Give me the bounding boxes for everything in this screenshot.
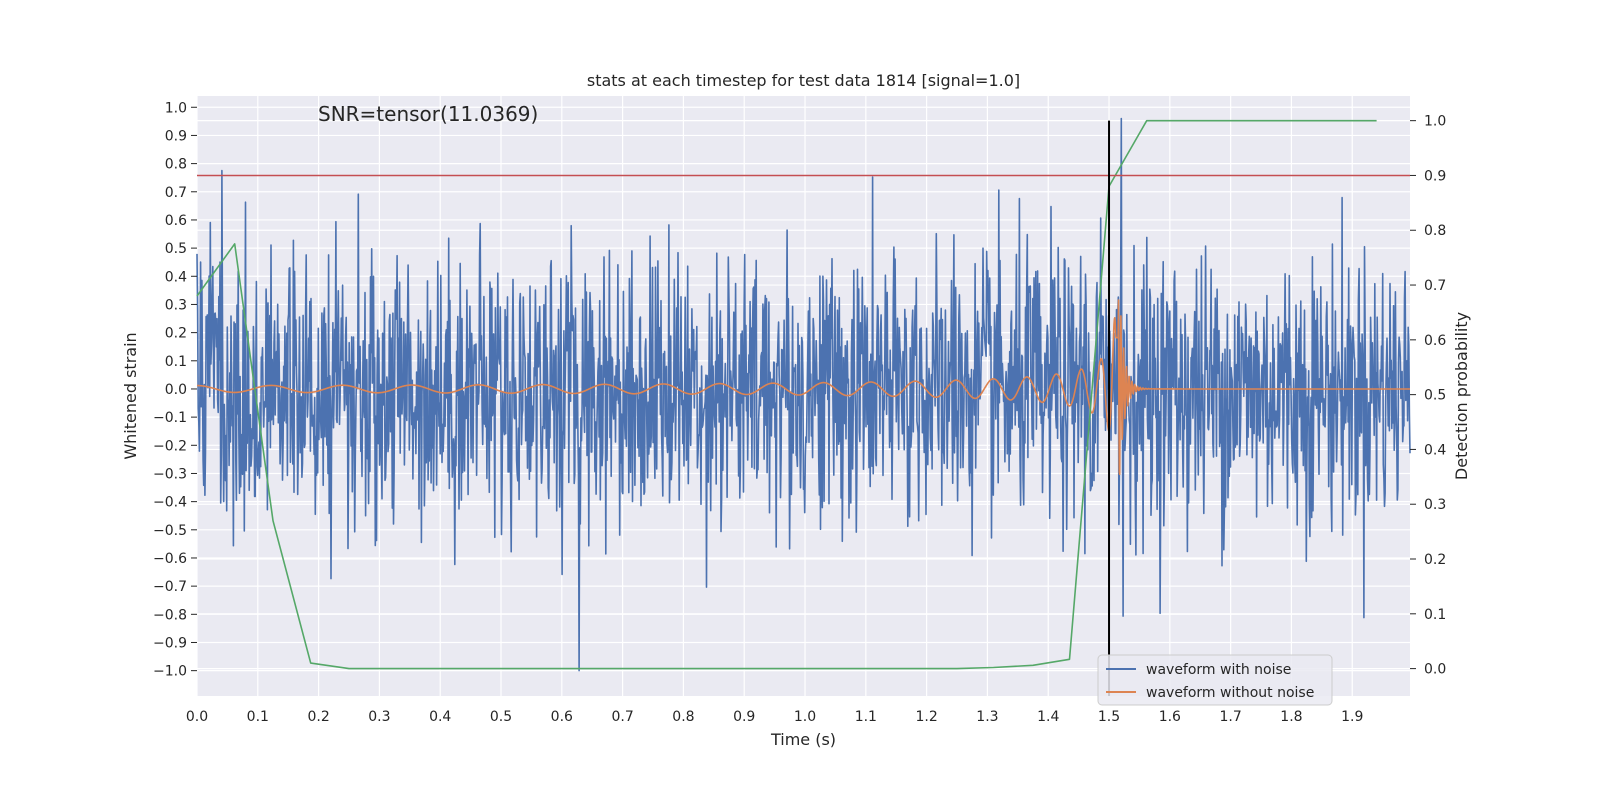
legend-label-noise: waveform with noise: [1146, 662, 1291, 678]
y2-tick-label: 0.7: [1424, 278, 1446, 294]
y2-tick-label: 0.3: [1424, 497, 1446, 513]
y-tick-label: −0.4: [153, 495, 187, 511]
snr-annotation: SNR=tensor(11.0369): [318, 102, 538, 126]
x-tick-label: 0.4: [429, 709, 451, 725]
y-axis-label: Whitened strain: [121, 332, 140, 459]
y-tick-label: −0.2: [153, 438, 187, 454]
y2-tick-label: 0.2: [1424, 552, 1446, 568]
y2-tick-label: 0.8: [1424, 223, 1446, 239]
x-tick-label: 1.8: [1280, 709, 1302, 725]
x-tick-label: 0.9: [733, 709, 755, 725]
y-tick-label: −1.0: [153, 664, 187, 680]
y-tick-label: 0.1: [165, 354, 187, 370]
y2-tick-label: 0.4: [1424, 442, 1446, 458]
y2-axis-label: Detection probability: [1452, 312, 1471, 480]
series-line-probability: [196, 119, 1377, 670]
y-tick-label: −0.8: [153, 607, 187, 623]
chart-title: stats at each timestep for test data 181…: [587, 71, 1020, 90]
x-tick-label: 0.2: [307, 709, 329, 725]
y2-tick-label: 0.9: [1424, 168, 1446, 184]
y-tick-label: 0.8: [165, 157, 187, 173]
x-tick-label: 1.4: [1037, 709, 1059, 725]
x-tick-label: 0.1: [247, 709, 269, 725]
y-tick-label: 0.9: [165, 128, 187, 144]
right-y-axis: 1.0 0.9 0.8 0.7 0.6 0.5 0.4 0.3 0.2 0.1 0.0: [1410, 114, 1446, 678]
x-tick-label: 1.0: [794, 709, 816, 725]
x-tick-label: 1.6: [1159, 709, 1181, 725]
y-tick-label: 1.0: [165, 100, 187, 116]
x-axis-label: Time (s): [770, 730, 836, 749]
y-tick-label: 0.5: [165, 241, 187, 257]
y-tick-label: 0.4: [165, 269, 187, 285]
left-y-axis: 1.0 0.9 0.8 0.7 0.6 0.5 0.4 0.3 0.2 0.1 0.0 −0.1 −0.…: [153, 100, 197, 680]
x-tick-label: 0.5: [490, 709, 512, 725]
x-tick-label: 0.7: [611, 709, 633, 725]
y2-tick-label: 1.0: [1424, 114, 1446, 130]
y2-tick-label: 0.5: [1424, 388, 1446, 404]
x-tick-label: 0.0: [186, 709, 208, 725]
legend-label-clean: waveform without noise: [1146, 685, 1314, 701]
series-line-noisy: [196, 117, 1411, 672]
x-axis: 0.0 0.1 0.2 0.3 0.4 0.5 0.6 0.7 0.8 0.9 1.0 1.1 1.2 1…: [186, 709, 1364, 725]
series-line-clean: [196, 299, 1411, 476]
y-tick-label: 0.3: [165, 297, 187, 313]
x-tick-label: 1.3: [976, 709, 998, 725]
x-tick-label: 0.6: [551, 709, 573, 725]
y-tick-label: −0.3: [153, 466, 187, 482]
y2-tick-label: 0.0: [1424, 662, 1446, 678]
x-tick-label: 0.8: [672, 709, 694, 725]
y2-tick-label: 0.1: [1424, 607, 1446, 623]
x-tick-label: 1.7: [1220, 709, 1242, 725]
x-tick-label: 1.9: [1341, 709, 1363, 725]
y-tick-label: −0.5: [153, 523, 187, 539]
x-tick-label: 1.2: [915, 709, 937, 725]
y-tick-label: −0.6: [153, 551, 187, 567]
y-tick-label: 0.0: [165, 382, 187, 398]
x-tick-label: 1.5: [1098, 709, 1120, 725]
legend-box: [1097, 654, 1333, 706]
y-tick-label: −0.1: [153, 410, 187, 426]
y-tick-label: −0.9: [153, 635, 187, 651]
x-tick-label: 1.1: [855, 709, 877, 725]
y-tick-label: 0.6: [165, 213, 187, 229]
y2-tick-label: 0.6: [1424, 333, 1446, 349]
series-layer: [196, 117, 1411, 696]
y-tick-label: 0.7: [165, 185, 187, 201]
x-tick-label: 0.3: [368, 709, 390, 725]
legend: waveform with noise waveform without noi…: [1097, 654, 1333, 706]
y-tick-label: 0.2: [165, 326, 187, 342]
y-tick-label: −0.7: [153, 579, 187, 595]
